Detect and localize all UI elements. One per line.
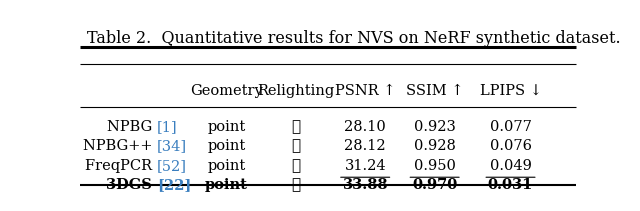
Text: ✗: ✗ xyxy=(291,120,300,134)
Text: ✗: ✗ xyxy=(291,178,300,192)
Text: 31.24: 31.24 xyxy=(344,159,386,173)
Text: [34]: [34] xyxy=(157,139,187,153)
Text: Geometry: Geometry xyxy=(190,84,262,98)
Text: point: point xyxy=(207,159,246,173)
Text: [22]: [22] xyxy=(157,178,191,192)
Text: 28.12: 28.12 xyxy=(344,139,386,153)
Text: Relighting: Relighting xyxy=(257,84,334,98)
Text: NPBG: NPBG xyxy=(107,120,157,134)
Text: 33.88: 33.88 xyxy=(342,178,388,192)
Text: ✗: ✗ xyxy=(291,159,300,173)
Text: Table 2.  Quantitative results for NVS on NeRF synthetic dataset.: Table 2. Quantitative results for NVS on… xyxy=(88,30,621,47)
Text: PSNR ↑: PSNR ↑ xyxy=(335,84,396,98)
Text: 0.049: 0.049 xyxy=(490,159,531,173)
Text: 0.076: 0.076 xyxy=(490,139,532,153)
Text: 28.10: 28.10 xyxy=(344,120,386,134)
Text: 0.031: 0.031 xyxy=(488,178,533,192)
Text: 0.950: 0.950 xyxy=(413,159,456,173)
Text: point: point xyxy=(207,139,246,153)
Text: [52]: [52] xyxy=(157,159,187,173)
Text: point: point xyxy=(205,178,248,192)
Text: FreqPCR: FreqPCR xyxy=(85,159,157,173)
Text: point: point xyxy=(207,120,246,134)
Text: NPBG++: NPBG++ xyxy=(83,139,157,153)
Text: 0.077: 0.077 xyxy=(490,120,531,134)
Text: SSIM ↑: SSIM ↑ xyxy=(406,84,463,98)
Text: [1]: [1] xyxy=(157,120,177,134)
Text: ✗: ✗ xyxy=(291,139,300,153)
Text: LPIPS ↓: LPIPS ↓ xyxy=(479,84,541,98)
Text: 0.928: 0.928 xyxy=(413,139,456,153)
Text: 3DGS: 3DGS xyxy=(106,178,157,192)
Text: 0.970: 0.970 xyxy=(412,178,457,192)
Text: 0.923: 0.923 xyxy=(413,120,456,134)
